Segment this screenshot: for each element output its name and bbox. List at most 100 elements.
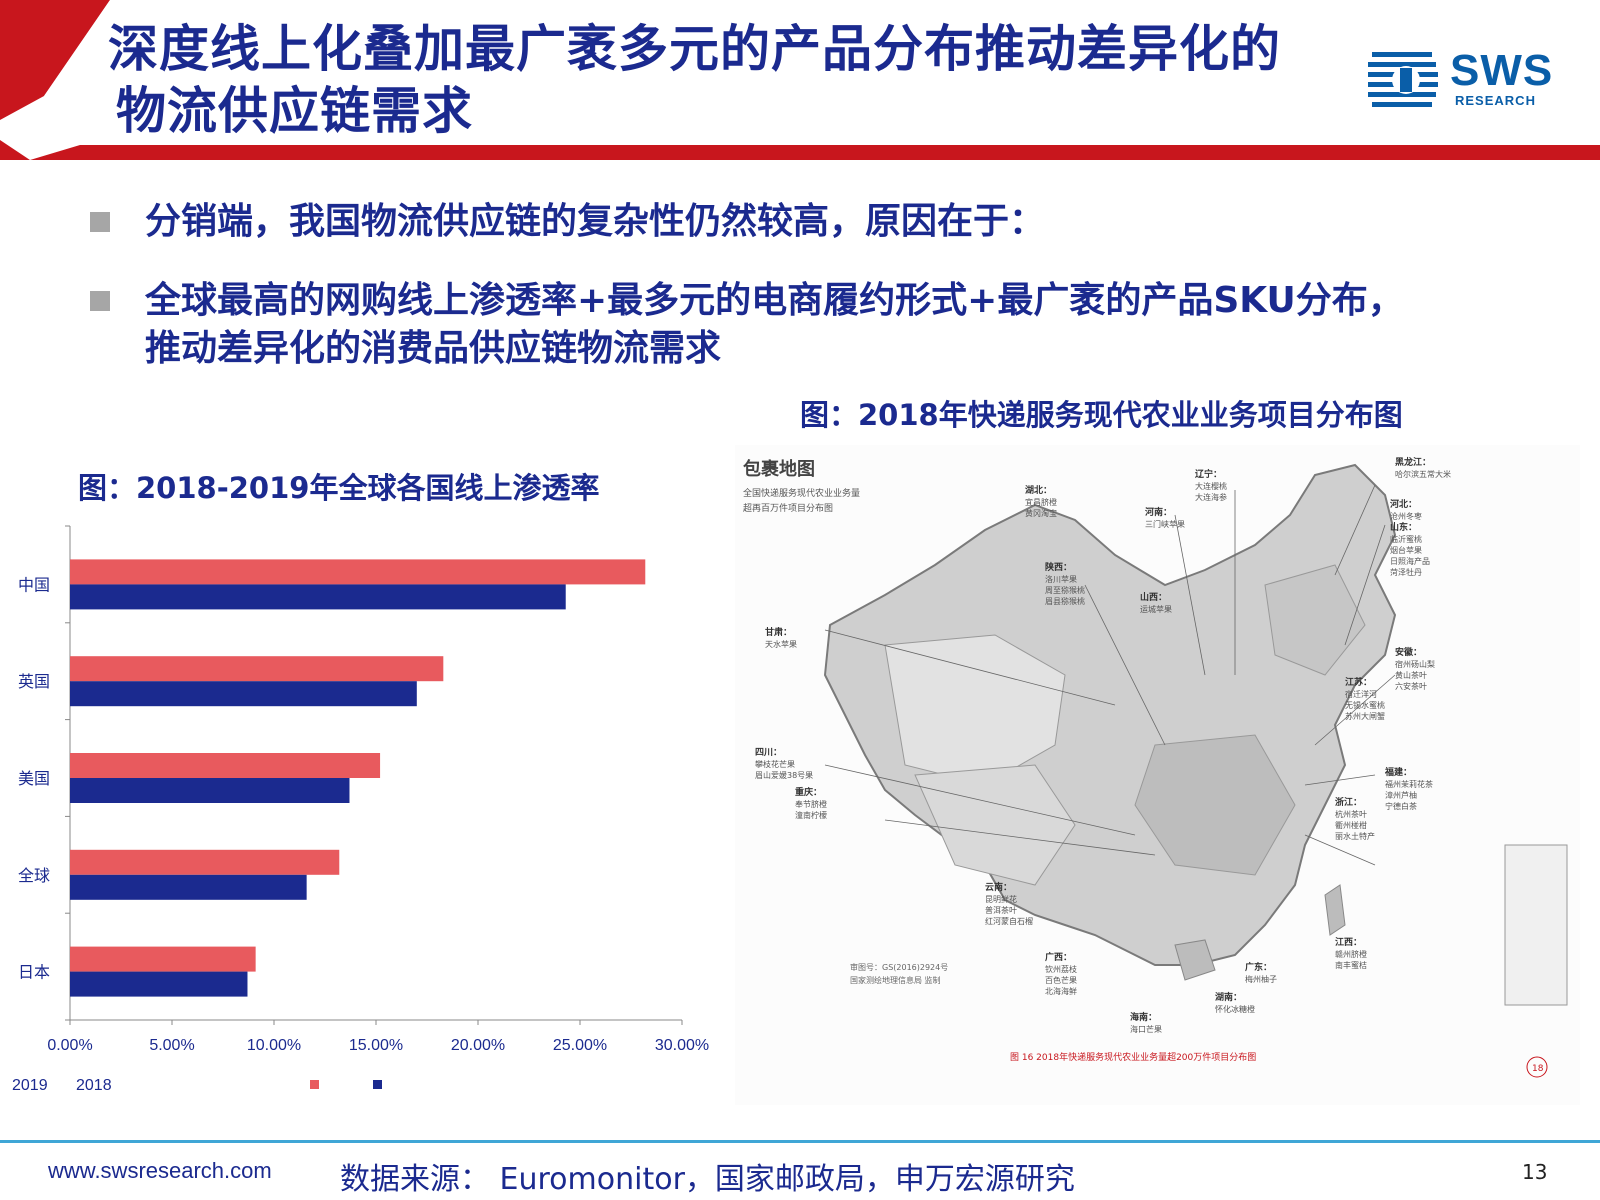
map-region-name: 海南： xyxy=(1130,1011,1157,1023)
map-connector-lines xyxy=(824,484,1396,866)
logo-wordmark: SWS xyxy=(1450,46,1554,95)
map-region-name: 黑龙江： xyxy=(1395,456,1431,468)
category-label: 英国 xyxy=(18,672,50,691)
bar-chart-caption: 图：2018-2019年全球各国线上渗透率 xyxy=(78,471,600,505)
legend-swatch-2019 xyxy=(310,1080,319,1089)
map-region-items: 运城苹果 xyxy=(1140,604,1172,614)
bar-2019 xyxy=(70,946,256,972)
bullet-square-icon xyxy=(90,212,110,232)
map-region-name: 甘肃： xyxy=(765,626,792,638)
map-region-items: 赣州脐橙 xyxy=(1335,949,1367,959)
map-region-items: 黄冈淘宝 xyxy=(1025,508,1057,518)
map-region-items: 哈尔滨五常大米 xyxy=(1395,469,1451,479)
bar-2018 xyxy=(70,778,350,803)
legend-label-2019: 2019 xyxy=(12,1077,48,1094)
map-caption: 图：2018年快递服务现代农业业务项目分布图 xyxy=(800,398,1403,432)
map-subtitle-1: 全国快递服务现代农业业务量 xyxy=(743,487,860,499)
bullet-2: 全球最高的网购线上渗透率+最多元的电商履约形式+最广袤的产品SKU分布， 推动差… xyxy=(90,277,1550,377)
map-page-badge: 18 xyxy=(1532,1064,1544,1074)
legend-label-2018: 2018 xyxy=(76,1077,112,1094)
map-region-items: 奉节脐橙 xyxy=(795,799,827,809)
map-region-name: 陕西： xyxy=(1045,561,1072,573)
footer-divider xyxy=(0,1140,1600,1143)
page-number: 13 xyxy=(1522,1160,1548,1184)
map-region-items: 大连樱桃 xyxy=(1195,481,1227,491)
x-tick-label: 25.00% xyxy=(553,1037,607,1054)
map-region-items: 眉山爱媛38号果 xyxy=(755,770,813,780)
sws-logo-icon xyxy=(1368,52,1438,107)
map-region-items: 钦州荔枝 xyxy=(1045,964,1077,974)
x-tick-label: 0.00% xyxy=(47,1037,92,1054)
bar-2019 xyxy=(70,849,340,875)
map-subtitle-2: 超再百万件项目分布图 xyxy=(743,502,833,514)
map-region-items: 南丰蜜桔 xyxy=(1335,960,1367,970)
map-region-items: 大连海参 xyxy=(1195,492,1227,502)
map-region-items: 宿州砀山梨 xyxy=(1395,659,1435,669)
bullet-2-text: 全球最高的网购线上渗透率+最多元的电商履约形式+最广袤的产品SKU分布， 推动差… xyxy=(145,277,1404,373)
x-tick-label: 30.00% xyxy=(655,1037,709,1054)
map-region-items: 沧州冬枣 xyxy=(1390,511,1422,521)
map-region-items: 普洱茶叶 xyxy=(985,905,1017,915)
map-region-items: 周至猕猴桃 xyxy=(1045,585,1085,595)
map-region-name: 福建： xyxy=(1384,766,1412,778)
map-region-items: 六安茶叶 xyxy=(1395,681,1427,691)
category-label: 日本 xyxy=(18,963,50,982)
map-region-items: 怀化冰糖橙 xyxy=(1215,1004,1255,1014)
map-region-items: 无锡水蜜桃 xyxy=(1345,700,1385,710)
header-left-triangle xyxy=(0,0,110,120)
map-region-name: 浙江： xyxy=(1335,796,1362,808)
map-region-items: 三门峡苹果 xyxy=(1145,519,1185,529)
map-region-items: 日照海产品 xyxy=(1390,556,1430,566)
x-tick-label: 5.00% xyxy=(149,1037,194,1054)
bar-2018 xyxy=(70,681,417,707)
bullet-2-line1: 全球最高的网购线上渗透率+最多元的电商履约形式+最广袤的产品SKU分布， xyxy=(145,280,1404,321)
map-approval-note: 审图号：GS(2016)2924号 xyxy=(850,962,948,972)
header-shape xyxy=(0,0,1600,160)
x-tick-label: 15.00% xyxy=(349,1037,403,1054)
map-region-items: 福州茉莉花茶 xyxy=(1385,779,1433,789)
map-region-items: 天水苹果 xyxy=(765,639,797,649)
map-region-items: 漳州芦柚 xyxy=(1385,790,1417,800)
map-region-items: 攀枝花芒果 xyxy=(755,759,795,769)
map-region-items: 苏州大闸蟹 xyxy=(1345,711,1385,721)
map-province-northeast xyxy=(1264,564,1366,676)
map-region-items: 梅州柚子 xyxy=(1245,974,1277,984)
x-tick-label: 20.00% xyxy=(451,1037,505,1054)
page-title: 深度线上化叠加最广袤多元的产品分布推动差异化的 物流供应链需求 xyxy=(108,18,1338,142)
china-map: 包裹地图 全国快递服务现代农业业务量 超再百万件项目分布图 辽宁：大连樱桃 xyxy=(743,456,1568,1078)
header-bottom-stripe xyxy=(30,145,1600,160)
map-region-items: 丽水土特产 xyxy=(1335,831,1375,841)
page-title-line1: 深度线上化叠加最广袤多元的产品分布推动差异化的 xyxy=(108,19,1281,78)
map-island-taiwan xyxy=(1324,884,1346,936)
map-region-items: 昆明鲜花 xyxy=(985,894,1017,904)
map-inset-south-sea xyxy=(1504,844,1568,1006)
map-region-name: 江西： xyxy=(1335,936,1362,948)
category-label: 全球 xyxy=(18,866,50,885)
bar-2019 xyxy=(70,656,444,682)
map-region-items: 临沂蜜桃 xyxy=(1390,534,1422,544)
map-province-central xyxy=(1134,734,1296,876)
legend-swatch-2018 xyxy=(373,1080,382,1089)
bullet-2-line2: 推动差异化的消费品供应链物流需求 xyxy=(145,328,722,369)
x-tick-label: 10.00% xyxy=(247,1037,301,1054)
bar-2018 xyxy=(70,874,307,900)
map-approval-note-2: 国家测绘地理信息局 监制 xyxy=(850,975,941,985)
map-region-name: 四川： xyxy=(755,747,782,758)
map-region-items: 杭州茶叶 xyxy=(1335,809,1367,819)
map-region-name: 河南： xyxy=(1145,506,1172,518)
footer-url[interactable]: www.swsresearch.com xyxy=(48,1158,272,1183)
map-region-items: 菏泽牡丹 xyxy=(1390,567,1422,577)
map-region-items: 宁德白茶 xyxy=(1385,801,1417,811)
bullet-1: 分销端，我国物流供应链的复杂性仍然较高，原因在于： xyxy=(90,198,1550,248)
bar-2018 xyxy=(70,584,566,610)
map-region-name: 安徽： xyxy=(1395,646,1422,658)
bullet-square-icon xyxy=(90,291,110,311)
map-region-items: 衢州椪柑 xyxy=(1335,820,1367,830)
map-region-items: 海口芒果 xyxy=(1130,1024,1162,1034)
footer-source: 数据来源： Euromonitor，国家邮政局，申万宏源研究 xyxy=(340,1162,1075,1197)
map-region-name: 广西： xyxy=(1045,951,1072,963)
map-figure-note: 图 16 2018年快递服务现代农业业务量超200万件项目分布图 xyxy=(1010,1051,1256,1063)
category-label: 美国 xyxy=(18,769,50,788)
map-province-xinjiang xyxy=(884,634,1066,786)
map-region-items: 洛川苹果 xyxy=(1045,574,1077,584)
